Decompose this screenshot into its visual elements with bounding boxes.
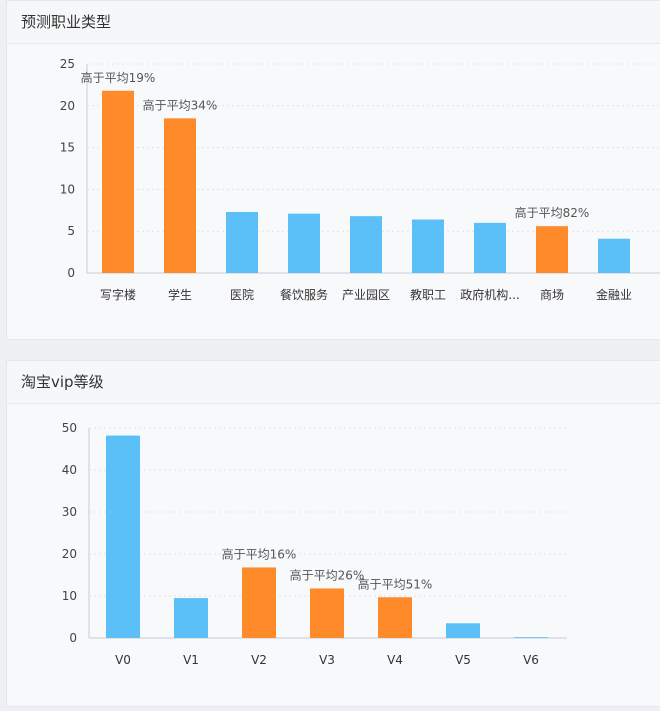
x-tick-label: 餐饮服务	[280, 287, 328, 302]
x-tick-label: V5	[455, 653, 471, 667]
bar[interactable]	[350, 216, 382, 273]
vip-level-bar-chart: 0 10 20 30 40 50 V0 V1 V2 高于平均16% V3 高于平均26% V4 高于平均5…	[62, 421, 567, 667]
y-tick-label: 5	[67, 224, 75, 238]
occupation-bar-chart: 0 5 10 15 20 25 写字楼 高于平均19% 学生 高于平均34% 医院 餐饮服务 产业园区 教…	[60, 57, 660, 302]
x-tick-label: 产业园区	[342, 288, 390, 302]
bar[interactable]	[378, 597, 412, 638]
x-tick-label: V4	[387, 653, 403, 667]
bar-annotation: 高于平均19%	[81, 70, 156, 85]
x-tick-label: 写字楼	[100, 287, 136, 302]
bar[interactable]	[598, 238, 630, 273]
vip-level-panel: 淘宝vip等级 0 10 20 30 40 50 V0 V1 V2 高于平均16% V3 高于平均26…	[6, 360, 660, 707]
y-tick-label: 30	[62, 505, 77, 519]
bar[interactable]	[446, 623, 480, 638]
y-tick-label: 50	[62, 421, 77, 435]
bar[interactable]	[226, 211, 258, 273]
bar[interactable]	[164, 118, 196, 273]
y-tick-label: 10	[60, 182, 75, 196]
x-tick-label: V1	[183, 653, 199, 667]
bar-annotation: 高于平均16%	[222, 546, 297, 561]
y-tick-label: 0	[69, 631, 77, 645]
bar-annotation: 高于平均34%	[143, 97, 218, 112]
x-tick-label: 学生	[168, 287, 192, 302]
x-tick-label: V2	[251, 653, 267, 667]
bar-annotation: 高于平均26%	[290, 567, 365, 582]
x-tick-label: V0	[115, 653, 131, 667]
bar[interactable]	[106, 435, 140, 638]
bar[interactable]	[310, 588, 344, 638]
bar[interactable]	[102, 90, 134, 273]
y-tick-label: 20	[60, 99, 75, 113]
y-tick-label: 10	[62, 589, 77, 603]
x-tick-label: 教职工	[410, 287, 446, 302]
vip-level-panel-title: 淘宝vip等级	[7, 361, 660, 404]
bar[interactable]	[536, 226, 568, 273]
y-tick-label: 20	[62, 547, 77, 561]
bar[interactable]	[474, 222, 506, 273]
bar-annotation: 高于平均82%	[515, 205, 590, 220]
x-tick-label: 医院	[230, 288, 254, 302]
bar[interactable]	[412, 219, 444, 273]
x-tick-label: V6	[523, 653, 539, 667]
y-tick-label: 25	[60, 57, 75, 71]
y-tick-label: 0	[67, 266, 75, 280]
y-tick-label: 40	[62, 463, 77, 477]
x-tick-label: 政府机构...	[460, 287, 519, 302]
bar[interactable]	[288, 213, 320, 273]
bar[interactable]	[514, 637, 548, 638]
y-tick-label: 15	[60, 141, 75, 155]
bar[interactable]	[174, 598, 208, 638]
x-tick-label: 商场	[540, 287, 564, 302]
bar-annotation: 高于平均51%	[358, 576, 433, 591]
occupation-panel-title: 预测职业类型	[7, 1, 660, 44]
bar[interactable]	[242, 567, 276, 638]
x-tick-label: V3	[319, 653, 335, 667]
x-tick-label: 金融业	[596, 287, 632, 302]
occupation-panel: 预测职业类型 0 5 10 15 20 25 写字楼 高于平均19% 学生 高于平均34% 医院 餐饮…	[6, 0, 660, 340]
